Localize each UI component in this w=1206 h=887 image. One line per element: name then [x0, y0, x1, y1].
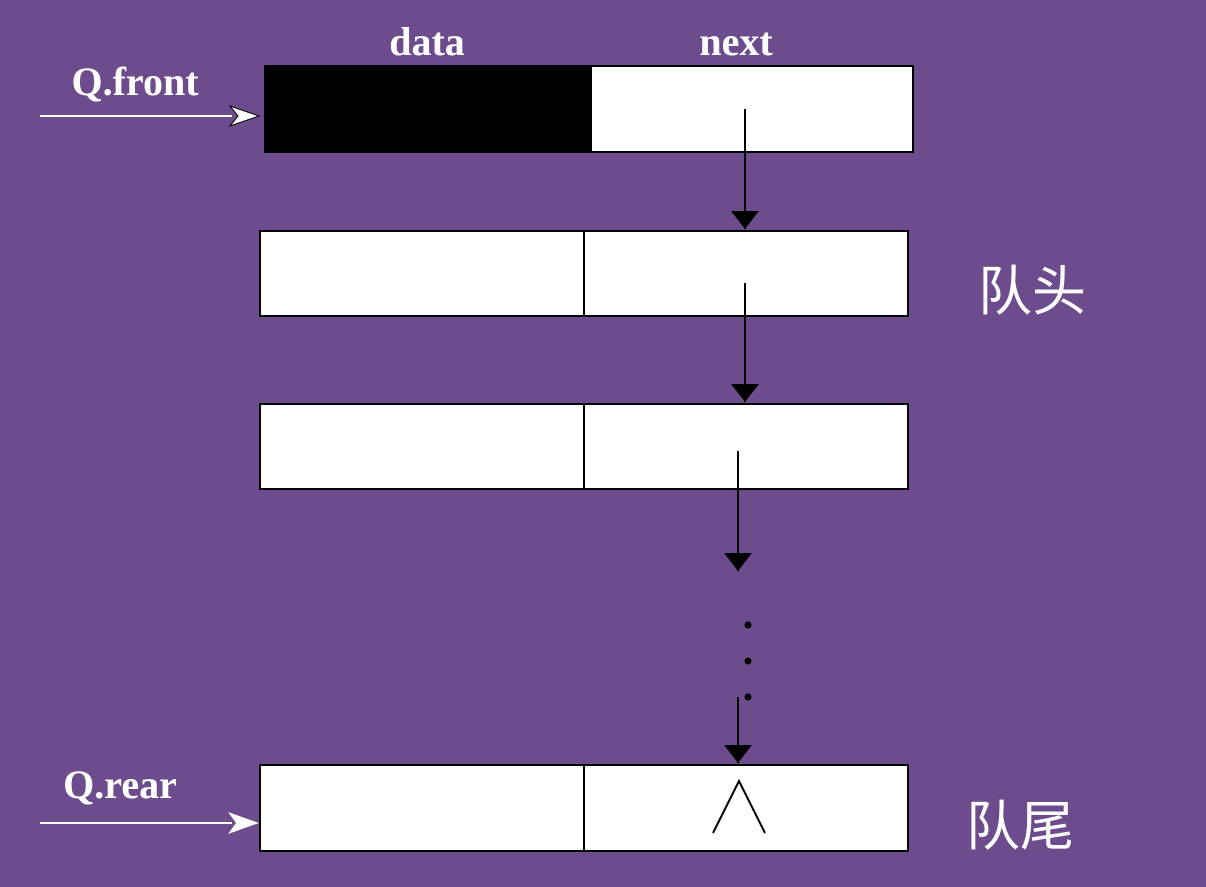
- data-column-header: data: [389, 19, 465, 64]
- head-node-data-field: [264, 65, 592, 153]
- queue-node-1: [259, 230, 909, 317]
- front-pointer-arrowhead: [228, 104, 261, 128]
- ellipsis-dot-3: [744, 693, 752, 701]
- queue-head-label: 队头: [978, 260, 1086, 323]
- head-node-next-field: [590, 65, 914, 153]
- rear-pointer-arrowhead: [228, 812, 259, 834]
- next-arrowhead-1: [731, 211, 759, 229]
- head-node: [264, 65, 914, 153]
- queue-node-2: [259, 403, 909, 490]
- next-arrowhead-2: [731, 384, 759, 402]
- next-arrowhead-4: [724, 745, 752, 763]
- rear-pointer-label: Q.rear: [63, 762, 177, 807]
- next-arrowhead-3: [724, 553, 752, 571]
- last-node-next-field: [583, 764, 909, 852]
- front-pointer-label: Q.front: [71, 59, 199, 104]
- ellipsis-dot-2: [744, 657, 752, 665]
- ellipsis-dot-1: [744, 621, 752, 629]
- node-2-next-field: [583, 403, 909, 490]
- last-node-data-field: [259, 764, 585, 852]
- next-column-header: next: [699, 19, 773, 64]
- null-symbol: [712, 778, 766, 834]
- queue-tail-label: 队尾: [966, 795, 1074, 858]
- node-1-data-field: [259, 230, 585, 317]
- queue-node-last: [259, 764, 909, 852]
- node-2-data-field: [259, 403, 585, 490]
